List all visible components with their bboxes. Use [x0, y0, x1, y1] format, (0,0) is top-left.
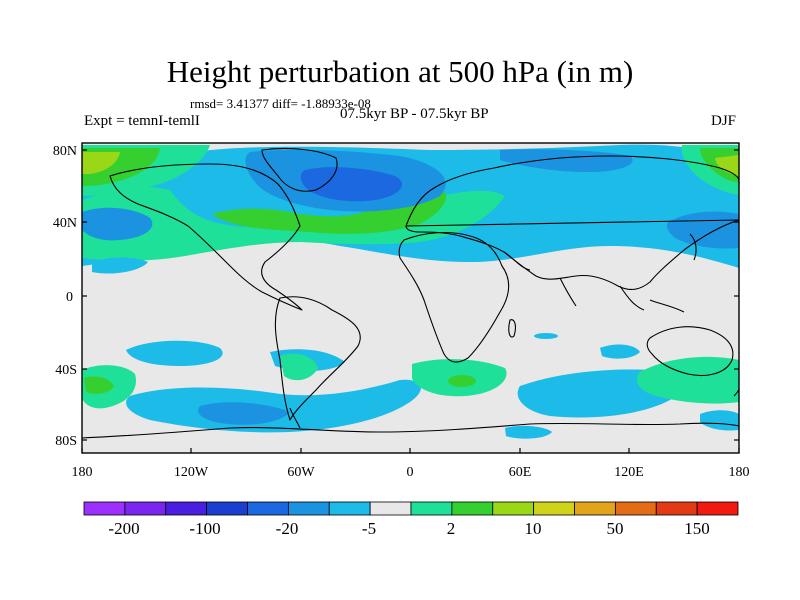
- contour-nh-ridge: [82, 186, 505, 261]
- lat-label-0: 0: [66, 290, 73, 305]
- colorbar-swatch: [83, 501, 126, 516]
- coastline-africa: [398, 232, 510, 363]
- lon-label-120e: 120E: [614, 465, 644, 480]
- colorbar-swatch: [655, 501, 698, 516]
- contour-tasman-low: [600, 344, 640, 359]
- colorbar-swatch: [206, 501, 248, 516]
- contour-sh-pacific-high-inner: [84, 376, 114, 394]
- coastline-eurasia: [405, 155, 739, 291]
- colorbar-labels: -200 -100 -20 -5 2 10 50 150: [108, 519, 709, 538]
- contour-nh-ridge-inner: [212, 188, 447, 234]
- contour-n-pacific-low-east: [82, 207, 153, 241]
- coastline-antarctica: [82, 422, 739, 439]
- colorbar-swatch: [533, 501, 575, 516]
- contour-antarctic-patch: [505, 425, 552, 439]
- coastline-north-america: [109, 163, 303, 311]
- experiment-label: Expt = temnI-temlI: [84, 113, 200, 129]
- coastlines: [82, 147, 739, 439]
- contour-sh-low-core: [198, 402, 290, 425]
- contour-arctic-ridge-east-core: [715, 155, 739, 176]
- colorbar-swatch: [574, 501, 616, 516]
- colorbar-swatch: [369, 501, 412, 516]
- colorbar-swatch: [328, 501, 371, 516]
- lon-label-120w: 120W: [174, 465, 209, 480]
- lon-label-60e: 60E: [509, 465, 532, 480]
- lon-label-0: 0: [407, 465, 414, 480]
- lat-label-40s: 40S: [55, 363, 77, 378]
- lat-label-40n: 40N: [53, 216, 77, 231]
- coastline-arabia-india: [503, 251, 577, 307]
- colorbar-swatch: [451, 501, 494, 516]
- colorbar-label: 50: [607, 519, 624, 538]
- colorbar-swatch: [247, 501, 289, 516]
- colorbar-swatch: [165, 501, 208, 516]
- contour-sh-pacific-low: [126, 340, 223, 366]
- coastline-madagascar: [508, 319, 516, 338]
- colorbar-label: 150: [684, 519, 710, 538]
- lon-label-180e: 180: [729, 465, 750, 480]
- contour-south-indian-high: [636, 356, 739, 404]
- colorbar-label: 10: [525, 519, 542, 538]
- period-label: 07.5kyr BP - 07.5kyr BP: [340, 106, 489, 122]
- stats-text: rmsd= 3.41377 diff= -1.88933e-08: [190, 96, 371, 111]
- contour-sh-southern-east: [700, 410, 739, 431]
- contour-patagonia-high: [280, 353, 318, 381]
- season-label: DJF: [711, 113, 737, 129]
- contour-fields: [82, 144, 739, 439]
- colorbar-label: 2: [447, 519, 456, 538]
- contour-n-atlantic-low-core: [300, 167, 403, 202]
- coastline-new-zealand: [733, 388, 739, 397]
- coastline-south-america: [274, 296, 361, 421]
- colorbar-swatch: [287, 501, 330, 516]
- colorbar-swatch: [124, 501, 167, 516]
- colorbar-swatch: [410, 501, 453, 516]
- lat-label-80n: 80N: [53, 144, 77, 159]
- contour-eurasia-low: [500, 149, 633, 172]
- lat-label-80s: 80S: [55, 434, 77, 449]
- plot-title: Height perturbation at 500 hPa (in m): [166, 54, 634, 89]
- colorbar: [83, 501, 739, 516]
- colorbar-swatch: [614, 501, 657, 516]
- lon-label-180w: 180: [72, 465, 93, 480]
- colorbar-label: -200: [108, 519, 139, 538]
- tick-marks: [81, 149, 740, 453]
- colorbar-swatch: [696, 501, 739, 516]
- lon-label-60w: 60W: [287, 465, 315, 480]
- coastline-antarctic-peninsula: [289, 407, 301, 429]
- contour-arctic-ridge-west-core: [82, 152, 120, 174]
- coastline-se-asia: [619, 285, 685, 313]
- colorbar-label: -20: [276, 519, 299, 538]
- contour-sh-south-pacific-band: [126, 379, 421, 433]
- colorbar-label: -5: [362, 519, 376, 538]
- contour-equatorial-africa: [534, 333, 558, 339]
- coastline-greenland: [261, 147, 338, 192]
- contour-south-atlantic-high-core: [448, 375, 476, 387]
- coastline-australia: [646, 326, 734, 377]
- coastline-japan: [689, 233, 697, 261]
- colorbar-label: -100: [189, 519, 220, 538]
- contour-subtropical-pacific: [92, 257, 148, 274]
- colorbar-swatch: [492, 501, 535, 516]
